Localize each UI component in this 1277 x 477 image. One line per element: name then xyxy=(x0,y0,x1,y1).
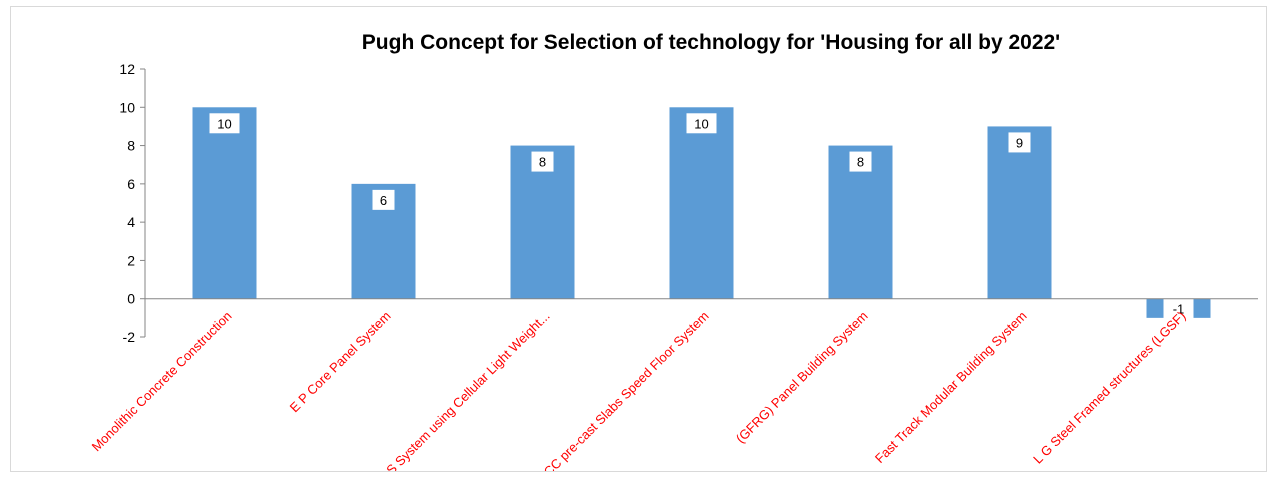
y-tick-label: 10 xyxy=(119,99,135,115)
y-tick-label: 12 xyxy=(119,61,135,77)
data-label: -1 xyxy=(1173,302,1185,317)
data-label: 10 xyxy=(694,116,708,131)
x-category-label: L G Steel Framed structures (LGSF) xyxy=(1030,308,1188,466)
data-label-box xyxy=(849,151,872,172)
y-tick-label: 6 xyxy=(127,176,135,192)
x-category-label: Monolithic Concrete Construction xyxy=(89,308,235,454)
bar xyxy=(669,107,734,299)
y-tick-label: 2 xyxy=(127,252,135,268)
chart-title: Pugh Concept for Selection of technology… xyxy=(362,31,1060,54)
data-label: 8 xyxy=(857,155,864,170)
x-category-label: E P Core Panel System xyxy=(287,308,394,415)
x-category-label: 3-S System using Cellular Light Weight..… xyxy=(375,308,553,471)
data-label-box xyxy=(531,151,554,172)
data-label: 9 xyxy=(1016,135,1023,150)
chart: Pugh Concept for Selection of technology… xyxy=(89,31,1258,471)
y-tick-label: -2 xyxy=(123,329,136,345)
data-label-box xyxy=(1163,298,1194,319)
data-label-box xyxy=(209,113,240,134)
data-label: 6 xyxy=(380,193,387,208)
x-category-label: Fast Track Modular Building System xyxy=(872,308,1030,466)
data-label-box xyxy=(686,113,717,134)
x-category-label: RCC pre-cast Slabs Speed Floor System xyxy=(534,308,712,471)
data-label: 8 xyxy=(539,155,546,170)
y-tick-label: 4 xyxy=(127,214,135,230)
y-axis: -2 0 2 4 6 8 10 12 xyxy=(119,61,146,345)
data-label: 10 xyxy=(217,116,231,131)
data-label-box xyxy=(1008,132,1031,153)
bar xyxy=(192,107,257,299)
y-tick-label: 8 xyxy=(127,138,135,154)
x-axis: Monolithic Concrete Construction E P Core… xyxy=(89,298,1258,471)
bars: 10 6 8 10 8 9 -1 xyxy=(192,107,1211,319)
chart-frame: Pugh Concept for Selection of technology… xyxy=(10,6,1267,472)
y-tick-label: 0 xyxy=(127,291,135,307)
bar xyxy=(987,126,1052,299)
x-category-label: (GFRG) Panel Building System xyxy=(733,308,871,446)
data-label-box xyxy=(372,189,395,210)
